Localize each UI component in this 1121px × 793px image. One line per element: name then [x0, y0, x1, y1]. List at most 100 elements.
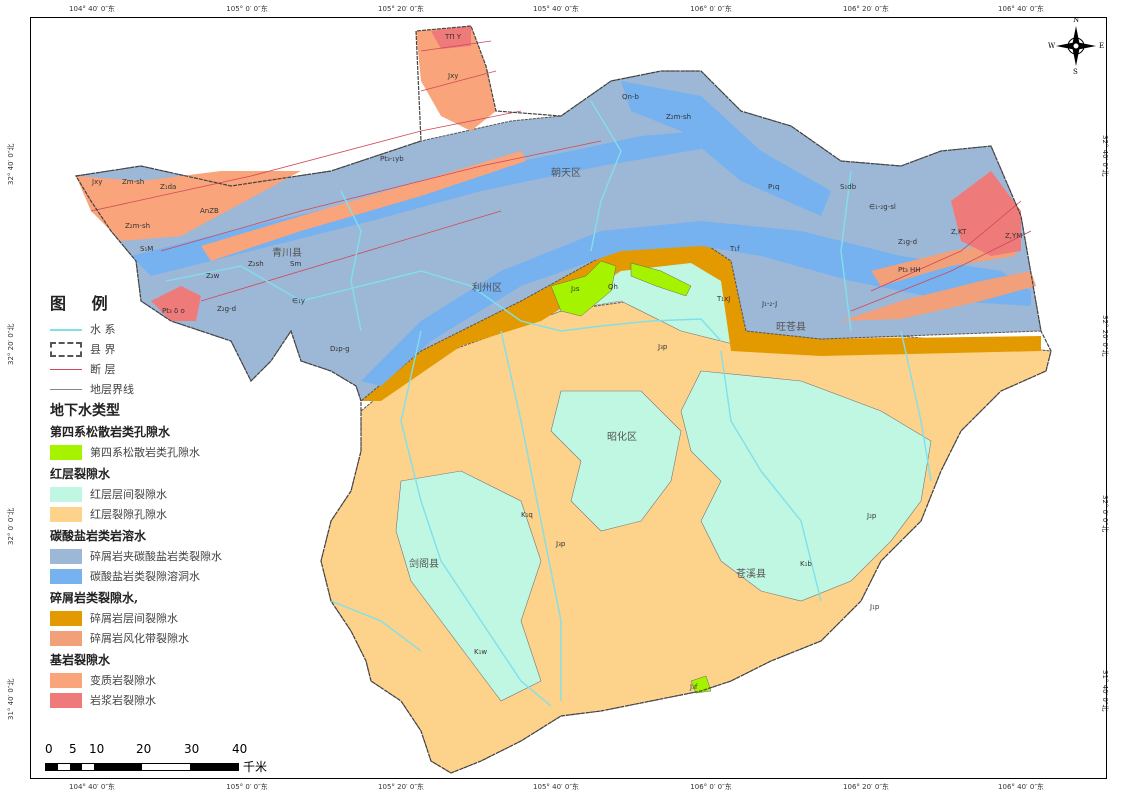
lon-label: 106° 40′ 0″东	[998, 5, 1044, 13]
legend-item: 岩浆岩裂隙水	[50, 690, 280, 710]
strata-unit-label: P₁q	[768, 183, 780, 191]
scale-tick: 0	[45, 742, 53, 756]
faults	[90, 40, 1032, 312]
region-quaternary	[630, 262, 692, 297]
legend-item: 红层裂隙孔隙水	[50, 504, 280, 524]
legend-group-title: 第四系松散岩类孔隙水	[50, 425, 171, 439]
legend-item-fault: 断 层	[50, 359, 280, 379]
lon-label: 105° 0′ 0″东	[226, 5, 268, 13]
lon-label: 105° 40′ 0″东	[533, 5, 579, 13]
county-label: 旺苍县	[776, 322, 806, 333]
lon-label: 106° 20′ 0″东	[843, 5, 889, 13]
legend-item: 变质岩裂隙水	[50, 670, 280, 690]
strata-unit-label: K₁w	[474, 648, 488, 656]
region-carbonate-karst	[621, 81, 831, 216]
north-arrow-compass: N S W E	[1046, 18, 1106, 78]
legend-item: 碳酸盐岩类裂隙溶洞水	[50, 566, 280, 586]
strata-unit-label: J₁-₂-J	[762, 300, 778, 308]
legend-group-title: 碎屑岩类裂隙水,	[50, 591, 139, 605]
strata-unit-label: S₁db	[840, 183, 857, 191]
region-red-layer-interlayer	[395, 470, 542, 702]
lat-label: 32° 20′ 0″北	[7, 323, 15, 365]
strata-unit-label: Zm-sh	[122, 178, 145, 186]
strata-unit-label: Pt₃-₁yb	[380, 155, 404, 163]
region-clastic-interlayer	[361, 241, 1041, 401]
strata-unit-label: Z₂g-d	[217, 305, 237, 313]
strata-unit-label: Z₂w	[206, 272, 220, 280]
scale-tick: 40	[232, 742, 248, 756]
legend-item: 碎屑岩层间裂隙水	[50, 608, 280, 628]
region-carbonate-karst	[361, 221, 1031, 386]
legend-group-title: 碳酸盐岩类岩溶水	[50, 529, 147, 543]
strata-unit-label: K₁b	[800, 560, 812, 568]
strata-unit-label: Qh	[608, 283, 618, 291]
groundwater-type-heading: 地下水类型	[50, 403, 120, 419]
legend-swatch	[50, 610, 82, 626]
strata-unit-label: J₃p	[556, 540, 566, 548]
legend-swatch	[50, 444, 82, 460]
legend-label: 红层裂隙孔隙水	[90, 508, 167, 521]
compass-icon	[1056, 26, 1096, 66]
legend-label: 碳酸盐岩类裂隙溶洞水	[90, 570, 200, 583]
strata-unit-label: J₂s	[571, 285, 580, 293]
legend-label: 碎屑岩夹碳酸盐岩类裂隙水	[90, 550, 222, 563]
region-magmatic	[431, 26, 471, 49]
legend-groups: 第四系松散岩类孔隙水 第四系松散岩类孔隙水 红层裂隙水 红层层间裂隙水 红层裂隙孔隙水碳…	[50, 425, 280, 710]
strata-unit-label: Z₂sh	[248, 260, 264, 268]
legend-swatch	[50, 548, 82, 564]
region-quaternary	[550, 260, 617, 317]
legend-label: 断 层	[90, 363, 116, 376]
legend-group-title: 基岩裂隙水	[50, 653, 111, 667]
strata-unit-label: Z,KT	[951, 228, 967, 236]
scale-bar: 0 5 10 20 30 40 千米	[45, 742, 305, 775]
strata-unit-label: Jxy	[92, 178, 103, 186]
compass-s: S	[1073, 68, 1078, 76]
lon-label: 105° 40′ 0″东	[533, 783, 579, 791]
lat-label: 31° 40′ 0″北	[7, 678, 15, 720]
county-label: 利州区	[472, 283, 502, 294]
lat-label: 32° 40′ 0″北	[7, 143, 15, 185]
lon-label: 106° 0′ 0″东	[690, 5, 732, 13]
strata-unit-label: D₂p-g	[330, 345, 350, 353]
region-red-layer-interlayer	[550, 390, 682, 532]
legend-label: 岩浆岩裂隙水	[90, 694, 156, 707]
strata-unit-label: Z₂m-sh	[125, 222, 151, 230]
lon-label: 105° 20′ 0″东	[378, 783, 424, 791]
strata-unit-label: S₁M	[140, 245, 154, 253]
county-label: 剑阁县	[409, 559, 439, 570]
scale-tick: 10	[89, 742, 105, 756]
lon-label: 106° 0′ 0″东	[690, 783, 732, 791]
legend-swatch	[50, 486, 82, 502]
map-frame: 青川县 朝天区 利州区 旺苍县 昭化区 剑阁县 苍溪县 N S W E	[30, 17, 1107, 779]
strata-unit-label: ∈₁-₂g-sl	[869, 203, 896, 211]
river-system	[165, 100, 932, 707]
region-red-layer-interlayer	[680, 370, 932, 602]
legend-swatch	[50, 568, 82, 584]
strata-unit-label: J₂p	[867, 512, 877, 520]
strata-unit-label: Z₁g-d	[898, 238, 918, 246]
scale-unit: 千米	[243, 760, 268, 774]
scale-tick: 20	[136, 742, 152, 756]
legend-item-county-boundary: 县 界	[50, 339, 280, 359]
strata-unit-label: J₁p	[870, 603, 880, 611]
compass-n: N	[1073, 17, 1080, 24]
legend-item-strata-boundary: 地层界线	[50, 379, 280, 399]
strata-unit-label: Z,YM	[1005, 232, 1023, 240]
lon-label: 105° 0′ 0″东	[226, 783, 268, 791]
lon-label: 104° 40′ 0″东	[69, 783, 115, 791]
legend-label: 水 系	[90, 323, 116, 336]
strata-unit-label: AnZB	[200, 207, 219, 215]
map-canvas	[75, 25, 1052, 774]
legend-label: 县 界	[90, 343, 116, 356]
strata-unit-label: Z₂m-sh	[666, 113, 692, 121]
lon-label: 105° 20′ 0″东	[378, 5, 424, 13]
strata-unit-label: T₁f	[730, 245, 740, 253]
strata-unit-label: T₁xJ	[717, 295, 731, 303]
strata-unit-label: J₃p	[658, 343, 668, 351]
legend-swatch	[50, 506, 82, 522]
legend-swatch	[50, 692, 82, 708]
legend-item: 红层层间裂隙水	[50, 484, 280, 504]
region-metamorphic	[201, 151, 526, 261]
legend-label: 碎屑岩风化带裂隙水	[90, 632, 189, 645]
region-magmatic	[151, 286, 201, 321]
